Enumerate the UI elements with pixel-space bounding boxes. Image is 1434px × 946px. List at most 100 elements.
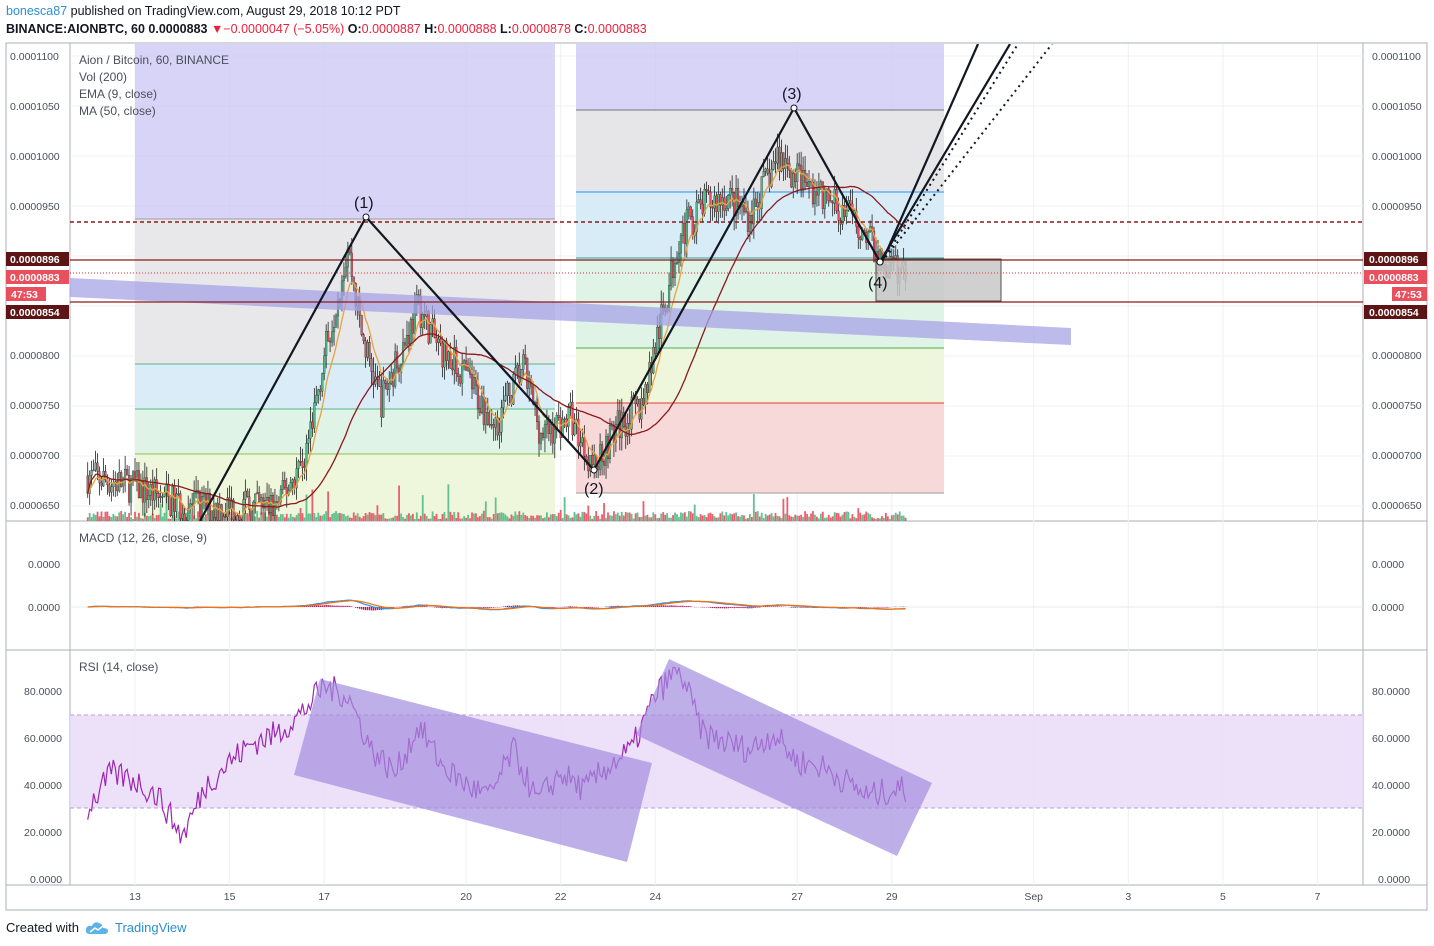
volume-bar [317,512,320,521]
candle-body [423,314,426,317]
candle-body [297,461,300,469]
candle-body [626,423,629,437]
candle-body [738,206,742,208]
fib-left [135,44,555,521]
volume-bar [851,514,854,521]
volume-bars [86,484,907,521]
volume-bar [260,512,263,521]
candle-body [370,358,373,372]
volume-bar [749,514,751,521]
candle-body [342,276,345,282]
volume-bar [130,517,132,521]
volume-bar [256,511,259,521]
volume-bar [890,515,893,521]
volume-bar [337,513,339,521]
candle-body [547,418,550,434]
created-with: Created with [6,920,79,935]
candle-body [197,490,200,494]
tradingview-link[interactable]: TradingView [114,920,187,935]
candle-body [443,340,446,368]
candle-body [640,397,643,420]
volume-bar [843,512,846,521]
candle-body [504,395,507,401]
candle-body [825,188,828,191]
volume-bar [445,518,448,521]
candle-body [516,365,519,369]
volume-bar [750,516,753,521]
volume-bar [559,509,562,521]
consolidation-box [875,258,1002,302]
candle-body [484,411,487,425]
candle-body [539,432,543,444]
candle-body [727,194,730,209]
volume-bar [94,514,97,521]
candle-body [685,209,688,244]
candle-body [520,369,523,383]
volume-bar [136,516,138,521]
volume-bar [591,518,594,521]
volume-bar [112,513,115,521]
rsi-tick: 40.0000 [24,780,62,792]
candle-body [500,407,503,433]
volume-bar [439,518,442,521]
candle-body [295,468,298,489]
candle-body [874,251,878,262]
volume-bar [427,518,430,521]
rsi-title: RSI (14, close) [79,660,158,674]
candle-body [673,263,677,278]
candle-body [835,189,838,212]
wave-label-3: (3) [782,86,802,103]
volume-bar [760,512,763,521]
volume-bar [683,512,686,521]
volume-bar [447,484,450,521]
volume-bar [207,513,209,521]
candle-body [374,376,377,385]
candle-body [309,421,312,439]
volume-bar [601,514,603,521]
volume-bar [792,516,795,521]
open-value: 0.0000887 [361,22,421,36]
candle-body [439,338,442,344]
candle-body [183,513,186,521]
volume-bar [833,512,836,521]
volume-bar [252,518,255,521]
volume-bar [522,512,525,521]
volume-bar [668,517,670,521]
candle-body [161,496,164,498]
candle-body [876,251,880,272]
candle-body [141,480,144,503]
volume-bar [540,515,542,521]
candle-body [482,396,485,425]
candle-body [445,340,448,361]
rsi-tick: 60.0000 [1372,733,1410,745]
candle-body [900,265,903,269]
volume-bar [159,504,162,521]
candle-body [419,296,422,328]
candle-body [398,367,401,373]
volume-bar [128,513,130,521]
price-tick: 0.0000950 [1372,201,1422,213]
main-pane[interactable] [5,42,1428,911]
volume-bar [884,512,887,521]
candle-body [591,455,594,465]
candle-body [798,163,801,166]
volume-bar [199,518,201,521]
candle-body [346,248,349,268]
volume-bar [642,501,645,521]
volume-bar [841,514,844,521]
volume-bar [865,511,868,521]
volume-bar [660,513,663,521]
volume-bar [224,513,227,521]
candle-body [851,203,854,215]
candle-body [756,202,759,207]
candle-body [788,163,791,171]
author-link[interactable]: bonesca87 [6,4,68,18]
rsi-tick: 80.0000 [24,686,62,698]
volume-bar [636,512,639,521]
rsi-tick: 80.0000 [1372,686,1410,698]
candle-body [338,299,342,301]
candle-body [461,363,464,384]
volume-bar [313,513,316,521]
candle-body [648,362,651,394]
